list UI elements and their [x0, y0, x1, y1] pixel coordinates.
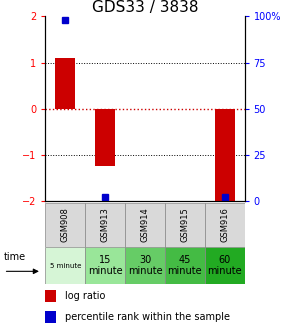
- Bar: [125, 247, 165, 284]
- Text: GSM913: GSM913: [101, 207, 110, 242]
- Text: 45
minute: 45 minute: [168, 255, 202, 277]
- Bar: [215, 109, 235, 201]
- Text: time: time: [4, 252, 26, 262]
- Bar: [45, 247, 85, 284]
- Text: 15
minute: 15 minute: [88, 255, 122, 277]
- Title: GDS33 / 3838: GDS33 / 3838: [92, 0, 198, 15]
- Bar: [45, 203, 85, 247]
- Text: 5 minute: 5 minute: [50, 263, 81, 269]
- Bar: [45, 311, 56, 323]
- Bar: [165, 203, 205, 247]
- Bar: [205, 247, 245, 284]
- Text: GSM916: GSM916: [220, 207, 229, 242]
- Bar: [205, 203, 245, 247]
- Bar: [55, 58, 75, 109]
- Text: 60
minute: 60 minute: [207, 255, 242, 277]
- Text: GSM908: GSM908: [61, 207, 70, 242]
- Bar: [125, 203, 165, 247]
- Text: percentile rank within the sample: percentile rank within the sample: [65, 312, 230, 322]
- Text: GSM915: GSM915: [180, 207, 189, 242]
- Bar: [85, 203, 125, 247]
- Bar: [45, 290, 56, 302]
- Text: 30
minute: 30 minute: [128, 255, 162, 277]
- Bar: [165, 247, 205, 284]
- Bar: [95, 109, 115, 166]
- Text: GSM914: GSM914: [141, 207, 149, 242]
- Bar: [85, 247, 125, 284]
- Text: log ratio: log ratio: [65, 291, 106, 301]
